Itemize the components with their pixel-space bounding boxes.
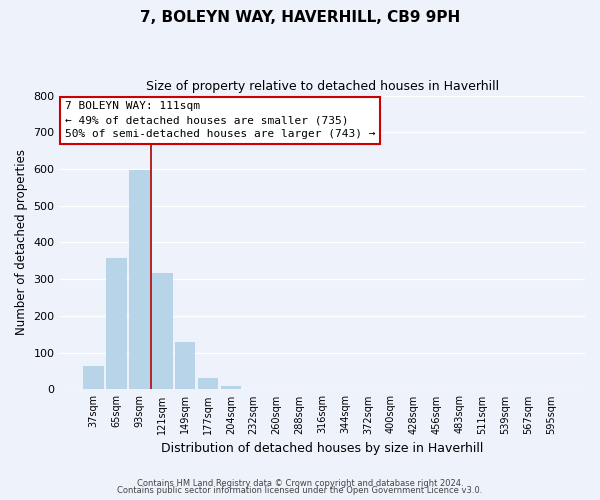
Bar: [83, 366, 104, 390]
Text: Contains HM Land Registry data © Crown copyright and database right 2024.: Contains HM Land Registry data © Crown c…: [137, 478, 463, 488]
Bar: [198, 378, 218, 390]
Bar: [129, 170, 150, 390]
X-axis label: Distribution of detached houses by size in Haverhill: Distribution of detached houses by size …: [161, 442, 484, 455]
Text: 7, BOLEYN WAY, HAVERHILL, CB9 9PH: 7, BOLEYN WAY, HAVERHILL, CB9 9PH: [140, 10, 460, 25]
Bar: [152, 272, 173, 390]
Bar: [106, 258, 127, 390]
Bar: [175, 342, 196, 390]
Y-axis label: Number of detached properties: Number of detached properties: [15, 150, 28, 336]
Text: 7 BOLEYN WAY: 111sqm
← 49% of detached houses are smaller (735)
50% of semi-deta: 7 BOLEYN WAY: 111sqm ← 49% of detached h…: [65, 102, 375, 140]
Title: Size of property relative to detached houses in Haverhill: Size of property relative to detached ho…: [146, 80, 499, 93]
Bar: [221, 386, 241, 390]
Text: Contains public sector information licensed under the Open Government Licence v3: Contains public sector information licen…: [118, 486, 482, 495]
